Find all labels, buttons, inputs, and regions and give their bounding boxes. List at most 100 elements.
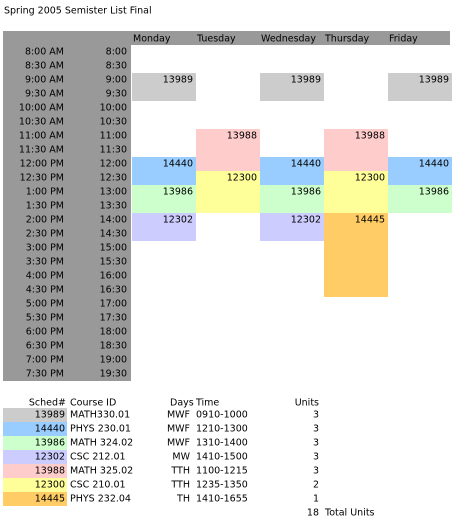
time-ampm: 5:00 PM xyxy=(26,299,64,310)
time-24h: 9:30 xyxy=(106,89,127,100)
class-sched: 14440 xyxy=(163,159,193,170)
time-24h: 18:30 xyxy=(100,341,127,352)
time-ampm: 3:30 PM xyxy=(26,257,64,268)
time-24h: 17:00 xyxy=(100,299,127,310)
legend-sched: 12300 xyxy=(35,480,65,491)
day-label: Wednesday xyxy=(261,34,316,45)
time-24h: 19:30 xyxy=(100,369,127,380)
class-block xyxy=(388,185,452,213)
legend-sched: 14440 xyxy=(35,424,65,435)
time-ampm: 7:30 PM xyxy=(26,369,64,380)
legend-units: 3 xyxy=(313,410,319,421)
class-block xyxy=(260,213,324,241)
legend-course: MATH 324.02 xyxy=(70,438,133,449)
class-sched: 12302 xyxy=(291,215,321,226)
time-24h: 15:30 xyxy=(100,257,127,268)
class-sched: 13986 xyxy=(419,187,449,198)
time-ampm: 1:30 PM xyxy=(26,201,64,212)
class-block xyxy=(132,157,196,185)
class-block xyxy=(132,185,196,213)
class-sched: 13989 xyxy=(291,75,321,86)
day-label: Monday xyxy=(133,34,171,45)
day-label: Thursday xyxy=(324,34,370,45)
legend-time: 1235-1350 xyxy=(196,480,248,491)
class-sched: 14445 xyxy=(355,215,385,226)
legend-days: MWF xyxy=(167,410,190,421)
legend-units: 2 xyxy=(313,480,319,491)
class-sched: 12300 xyxy=(355,173,385,184)
legend-header: Time xyxy=(195,398,219,409)
class-sched: 14440 xyxy=(291,159,321,170)
class-block xyxy=(132,213,196,241)
legend-days: TTH xyxy=(170,480,190,491)
time-column xyxy=(3,31,131,381)
legend-sched: 14445 xyxy=(35,494,65,505)
legend-swatch xyxy=(3,422,67,436)
class-block xyxy=(324,171,388,213)
total-units: 18 xyxy=(307,508,319,519)
legend-course: PHYS 232.04 xyxy=(70,494,131,505)
time-ampm: 11:00 AM xyxy=(19,131,64,142)
class-sched: 13989 xyxy=(419,75,449,86)
legend-course: CSC 212.01 xyxy=(70,452,126,463)
legend-units: 3 xyxy=(313,452,319,463)
class-block xyxy=(388,73,452,101)
time-24h: 19:00 xyxy=(100,355,127,366)
legend-sched: 13988 xyxy=(35,466,65,477)
time-ampm: 1:00 PM xyxy=(26,187,64,198)
legend-swatch xyxy=(3,408,67,422)
time-24h: 9:00 xyxy=(106,75,127,86)
class-sched: 13988 xyxy=(355,131,385,142)
legend-header: Course ID xyxy=(70,398,116,409)
time-24h: 10:00 xyxy=(100,103,127,114)
legend-course: MATH330.01 xyxy=(70,410,130,421)
legend-units: 1 xyxy=(313,494,319,505)
time-ampm: 10:30 AM xyxy=(19,117,64,128)
legend-sched: 13986 xyxy=(35,438,65,449)
time-24h: 16:00 xyxy=(100,271,127,282)
class-block xyxy=(260,157,324,185)
legend-units: 3 xyxy=(313,424,319,435)
class-sched: 13986 xyxy=(291,187,321,198)
legend-swatch xyxy=(3,464,67,478)
time-ampm: 8:00 AM xyxy=(25,47,64,58)
class-sched: 14440 xyxy=(419,159,449,170)
legend-time: 1210-1300 xyxy=(196,424,248,435)
time-ampm: 9:00 AM xyxy=(25,75,64,86)
day-header xyxy=(131,31,450,45)
time-ampm: 5:30 PM xyxy=(26,313,64,324)
class-block xyxy=(260,185,324,213)
legend-swatch xyxy=(3,492,67,506)
legend-header: Sched# xyxy=(29,398,66,409)
title: Spring 2005 Semister List Final xyxy=(4,6,152,17)
time-24h: 13:30 xyxy=(100,201,127,212)
legend-time: 0910-1000 xyxy=(196,410,248,421)
legend-course: PHYS 230.01 xyxy=(70,424,131,435)
legend-sched: 12302 xyxy=(35,452,65,463)
legend-days: MW xyxy=(172,452,190,463)
legend-days: TH xyxy=(176,494,190,505)
day-label: Friday xyxy=(389,34,418,45)
time-ampm: 9:30 AM xyxy=(25,89,64,100)
time-24h: 11:00 xyxy=(100,131,127,142)
legend-time: 1410-1655 xyxy=(196,494,248,505)
time-ampm: 10:00 AM xyxy=(19,103,64,114)
time-24h: 11:30 xyxy=(100,145,127,156)
time-ampm: 6:00 PM xyxy=(26,327,64,338)
legend-time: 1100-1215 xyxy=(196,466,248,477)
legend-days: TTH xyxy=(170,466,190,477)
time-24h: 17:30 xyxy=(100,313,127,324)
legend-swatch xyxy=(3,478,67,492)
legend-swatch xyxy=(3,450,67,464)
time-24h: 14:30 xyxy=(100,229,127,240)
class-block xyxy=(324,129,388,171)
legend-days: MWF xyxy=(167,424,190,435)
class-sched: 13988 xyxy=(227,131,257,142)
time-24h: 13:00 xyxy=(100,187,127,198)
time-ampm: 12:00 PM xyxy=(20,159,64,170)
class-block xyxy=(324,213,388,297)
time-24h: 12:00 xyxy=(100,159,127,170)
time-24h: 14:00 xyxy=(100,215,127,226)
